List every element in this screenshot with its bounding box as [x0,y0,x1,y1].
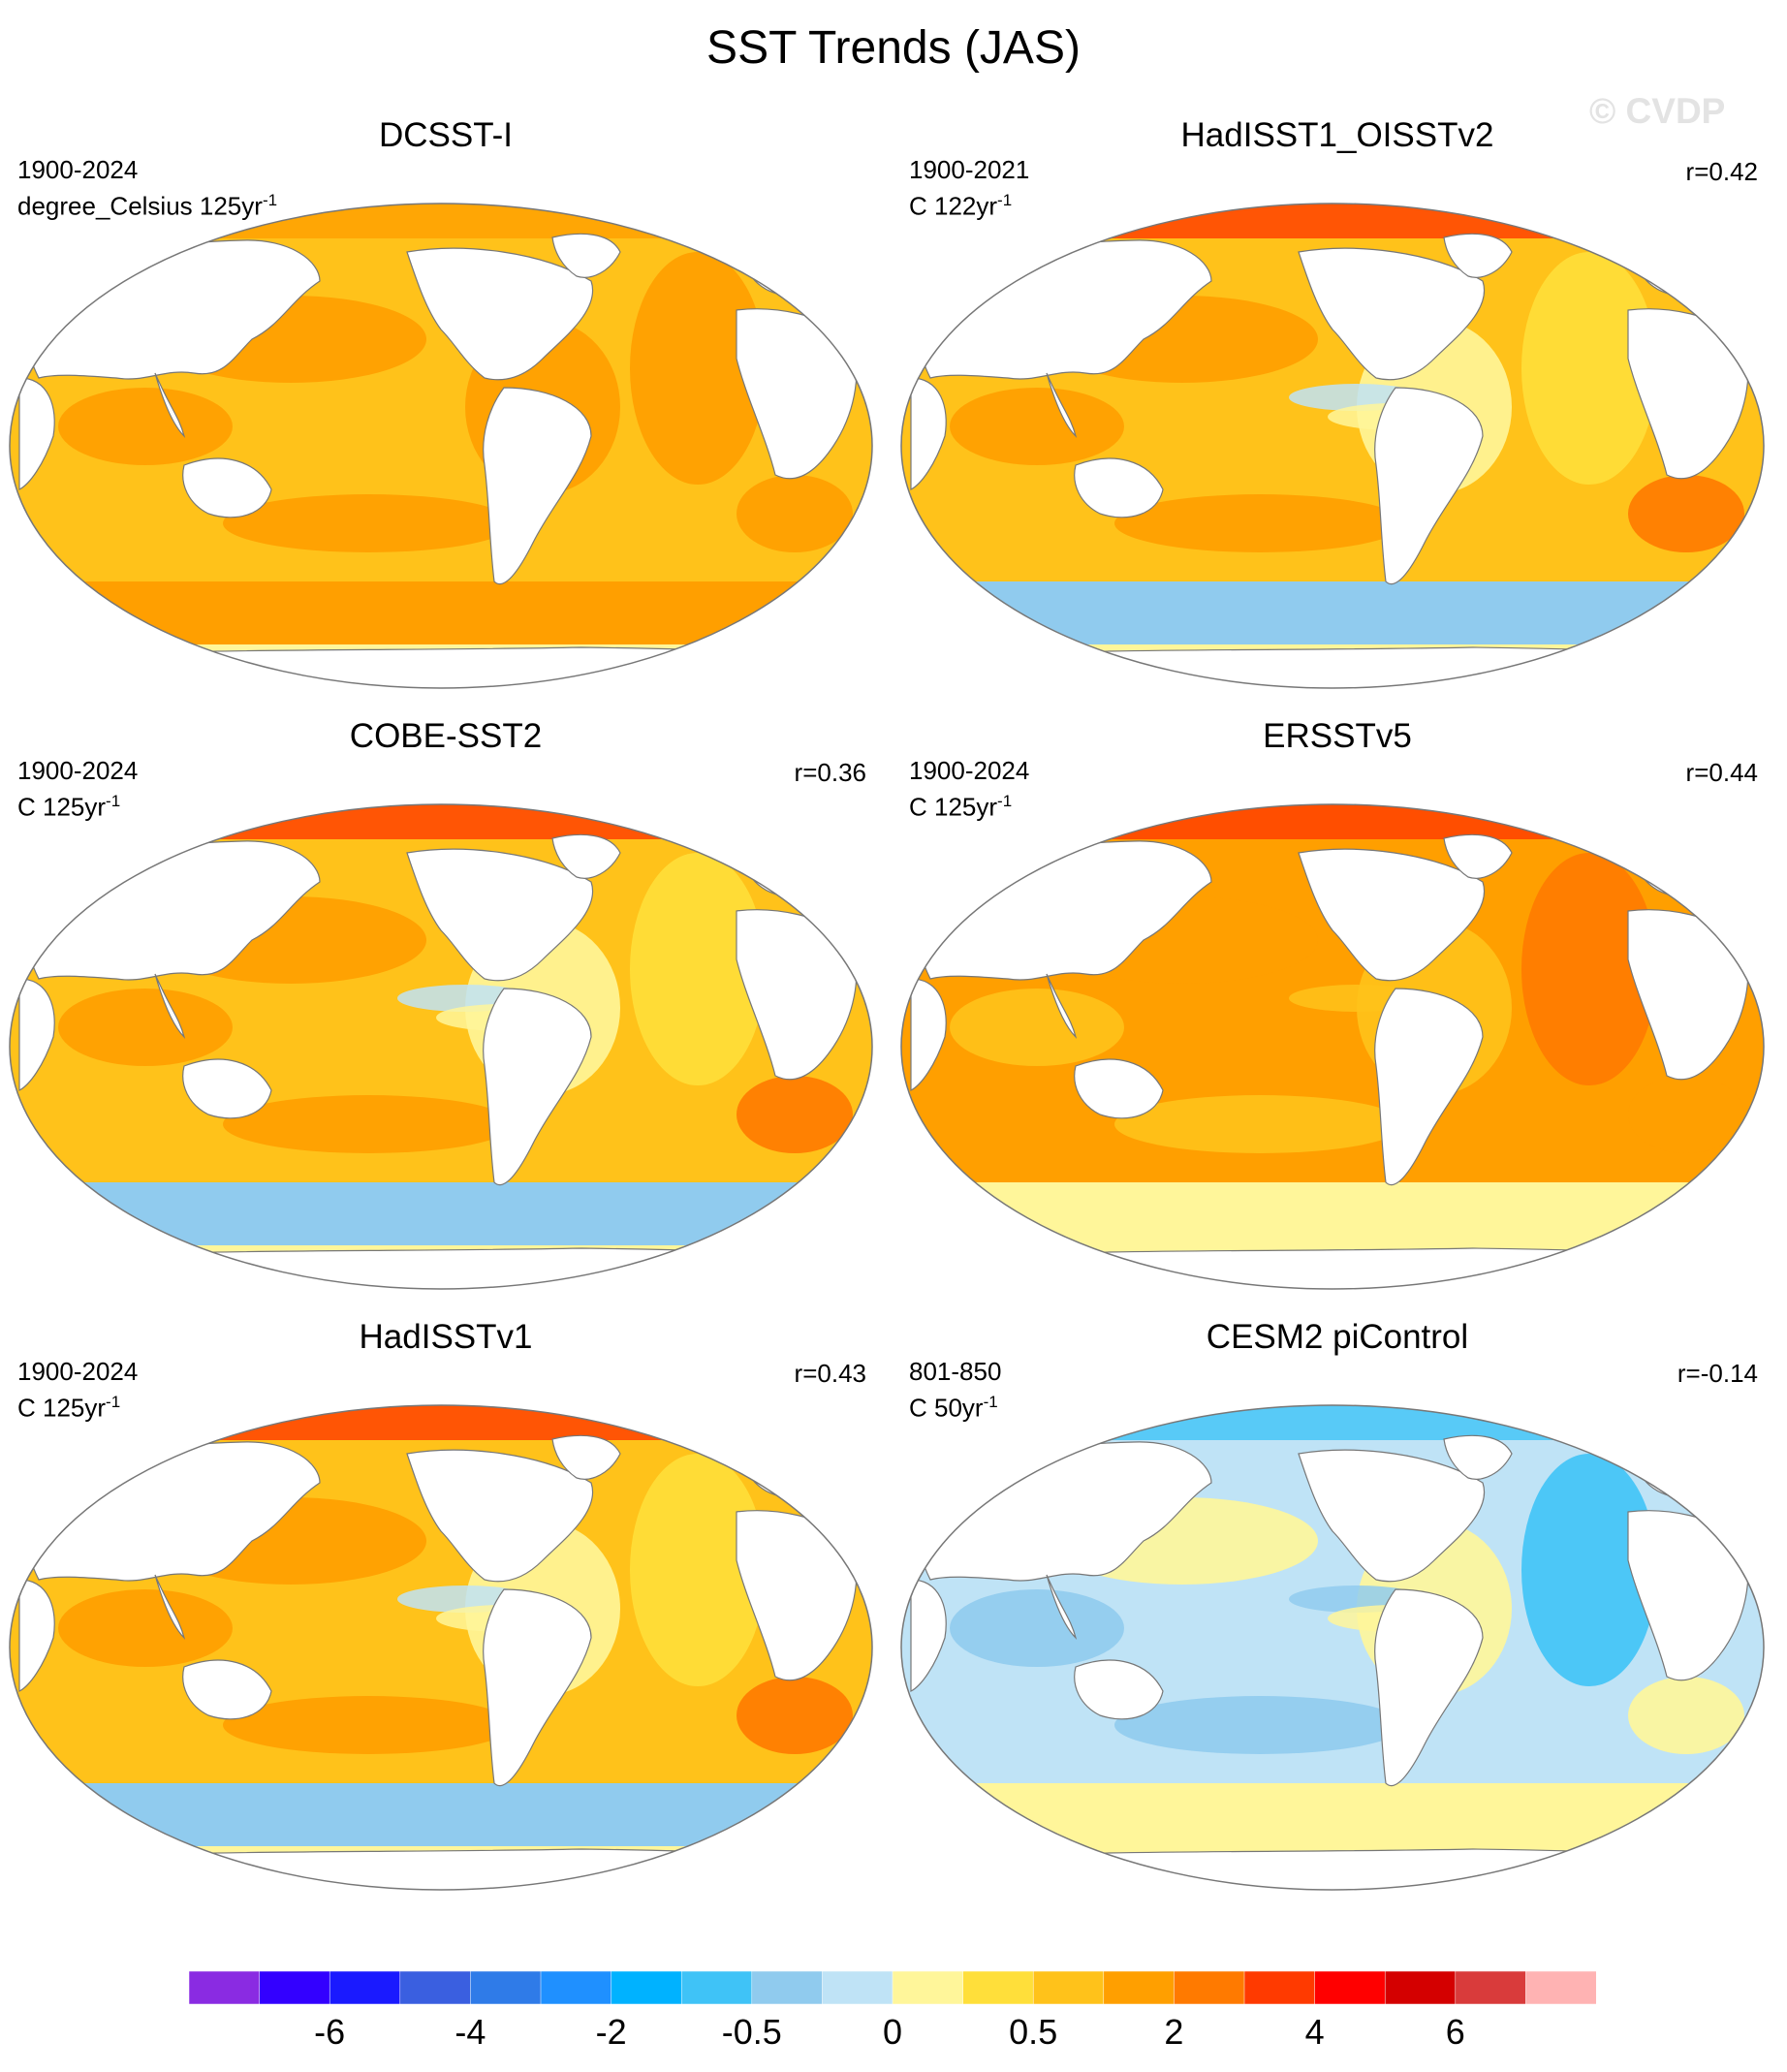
world-map [9,803,873,1290]
panel-title: COBE-SST2 [349,717,543,755]
panel-period-units: 1900-2021 C 122yr-1 [909,155,1029,222]
panel-correlation: r=-0.14 [1677,1359,1758,1388]
panel-title: CESM2 piControl [1206,1318,1469,1356]
colorbar-swatch [540,1971,612,2004]
world-map [9,1404,873,1891]
panel-title: HadISSTv1 [359,1318,533,1356]
panel-period-units: 801-850 C 50yr-1 [909,1357,1001,1424]
colorbar-swatch [1525,1971,1596,2004]
map-panel: CESM2 piControl 801-850 C 50yr-1 r=-0.14 [892,1318,1783,1919]
colorbar-swatch [892,1971,964,2004]
panel-units-exponent: -1 [262,191,278,209]
colorbar-swatch [470,1971,542,2004]
watermark: © CVDP [1589,91,1726,131]
panel-title: HadISST1_OISSTv2 [1180,116,1494,154]
panel-years: 1900-2024 [909,756,1030,785]
colorbar-swatch [1103,1971,1176,2004]
panel-years: 1900-2021 [909,155,1030,184]
colorbar-tick-label: -2 [595,2012,627,2052]
colorbar-tick-label: 6 [1445,2012,1465,2052]
map-panel: DCSST-I 1900-2024 degree_Celsius 125yr-1 [0,116,892,717]
panel-correlation: r=0.43 [794,1359,866,1388]
panel-units-text: C 122yr [909,191,998,221]
panel-units-text: C 125yr [17,1393,107,1423]
panel-units-text: C 125yr [909,792,998,822]
colorbar-swatch [822,1971,894,2004]
map-panel: ERSSTv5 1900-2024 C 125yr-1 r=0.44 [892,717,1783,1318]
panel-units: C 125yr-1 [17,786,138,823]
colorbar-swatch [1243,1971,1316,2004]
colorbar-swatch [751,1971,824,2004]
panel-units-exponent: -1 [983,1393,998,1411]
colorbar-swatch [962,1971,1034,2004]
colorbar-tick-label: -0.5 [721,2012,782,2052]
panel-units-exponent: -1 [106,1393,121,1411]
colorbar-tick-label: 0 [882,2012,903,2052]
panel-years: 1900-2024 [17,155,139,184]
colorbar-swatch [399,1971,472,2004]
map-panel: COBE-SST2 1900-2024 C 125yr-1 r=0.36 [0,717,892,1318]
panel-years: 1900-2024 [17,756,139,785]
panel-units-exponent: -1 [997,191,1013,209]
panel-units-exponent: -1 [106,792,121,810]
panel-units-text: C 50yr [909,1393,984,1423]
world-map [900,203,1765,689]
panel-units-text: degree_Celsius 125yr [17,191,263,221]
panel-units: C 125yr-1 [17,1387,138,1424]
panel-units-exponent: -1 [997,792,1013,810]
colorbar-swatch [1032,1971,1105,2004]
colorbar-swatch [329,1971,401,2004]
panel-period-units: 1900-2024 C 125yr-1 [17,756,138,823]
panel-units: C 50yr-1 [909,1387,1001,1424]
panel-period-units: 1900-2024 C 125yr-1 [909,756,1029,823]
panel-units: C 122yr-1 [909,185,1029,222]
colorbar-swatch [680,1971,753,2004]
colorbar-swatch [259,1971,330,2004]
world-map [900,803,1765,1290]
panel-period-units: 1900-2024 degree_Celsius 125yr-1 [17,155,277,222]
colorbar-swatch [611,1971,682,2004]
world-map [900,1404,1765,1891]
colorbar [189,1971,1596,2004]
colorbar-tick-label: -4 [455,2012,486,2052]
colorbar-swatch [1384,1971,1457,2004]
panel-units-text: C 125yr [17,792,107,822]
colorbar-swatch [1174,1971,1245,2004]
panel-title: ERSSTv5 [1263,717,1412,755]
colorbar-swatch [189,1971,261,2004]
panel-units: degree_Celsius 125yr-1 [17,185,277,222]
colorbar-tick-label: 2 [1164,2012,1184,2052]
world-map [9,203,873,689]
panel-correlation: r=0.44 [1685,758,1758,787]
colorbar-tick-label: -6 [314,2012,346,2052]
colorbar-swatch [1314,1971,1386,2004]
main-title: SST Trends (JAS) [706,22,1081,74]
panel-units: C 125yr-1 [909,786,1029,823]
colorbar-swatch [1455,1971,1527,2004]
panel-years: 1900-2024 [17,1357,139,1386]
panel-correlation: r=0.36 [794,758,866,787]
panel-years: 801-850 [909,1357,1002,1386]
colorbar-tick-label: 4 [1304,2012,1325,2052]
map-panel: HadISSTv1 1900-2024 C 125yr-1 r=0.43 [0,1318,892,1919]
panel-correlation: r=0.42 [1685,157,1758,186]
map-panel: HadISST1_OISSTv2 1900-2021 C 122yr-1 r=0.42 [892,116,1783,717]
panel-title: DCSST-I [378,116,514,154]
colorbar-tick-label: 0.5 [1009,2012,1058,2052]
panel-period-units: 1900-2024 C 125yr-1 [17,1357,138,1424]
